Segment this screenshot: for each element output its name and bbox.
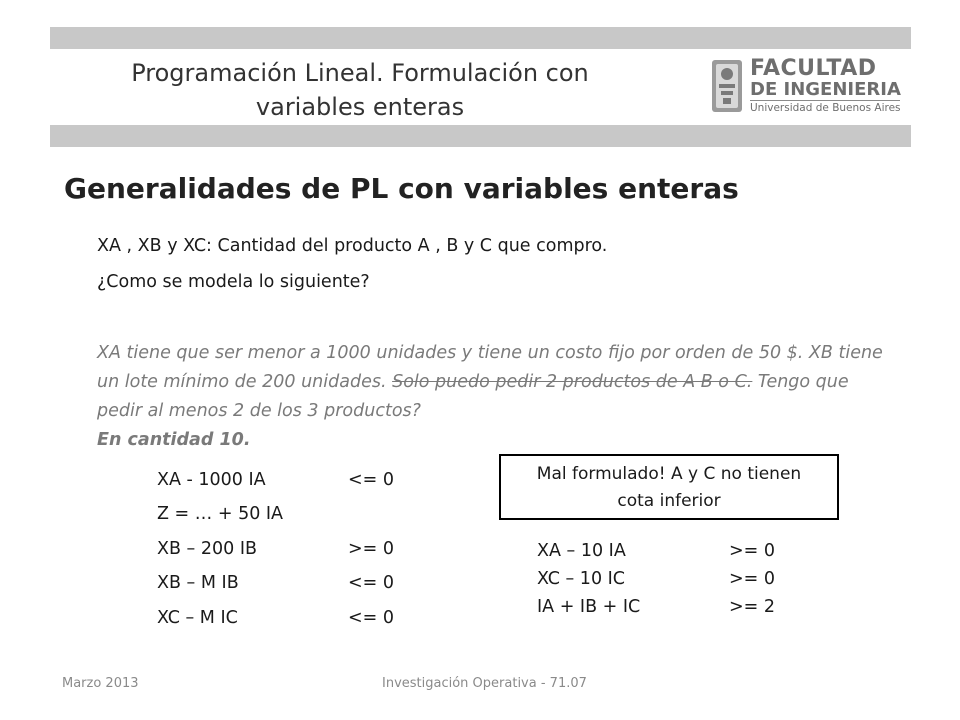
constraint-right-2-lhs: XC – 10 IC — [537, 569, 626, 589]
statement-text-2: Tengo que pedir al menos 2 de los 3 prod… — [97, 372, 849, 421]
constraint-left-1-lhs: XA - 1000 IA — [157, 470, 266, 490]
constraint-right-2-rhs: >= 0 — [729, 569, 776, 589]
statement-text-1: XA tiene que ser menor a 1000 unidades y… — [97, 343, 883, 392]
constraint-left-4-lhs: XB – M IB — [157, 573, 239, 593]
header-title-line1: Programación Lineal. Formulación con — [131, 59, 589, 87]
logo-text-ingenieria: DE INGENIERIA — [750, 79, 901, 100]
logo-divider — [750, 100, 900, 101]
slide-header-title: Programación Lineal. Formulación con var… — [90, 56, 630, 124]
constraint-left-2-lhs: Z = … + 50 IA — [157, 504, 284, 524]
constraint-left-3-rhs: >= 0 — [348, 539, 395, 559]
intro-line-question: ¿Como se modela lo siguiente? — [97, 272, 370, 292]
note-box: Mal formulado! A y C no tienen cota infe… — [499, 454, 839, 520]
constraint-left-5-rhs: <= 0 — [348, 608, 395, 628]
section-title: Generalidades de PL con variables entera… — [64, 172, 739, 205]
statement-struck-text: Solo puedo pedir 2 productos de A B o C. — [392, 372, 753, 392]
crest-icon — [712, 60, 742, 112]
note-line2: cota inferior — [617, 491, 721, 511]
constraint-right-3-lhs: IA + IB + IC — [537, 597, 641, 617]
intro-line-variables: XA , XB y XC: Cantidad del producto A , … — [97, 236, 608, 256]
footer-date: Marzo 2013 — [62, 676, 139, 691]
faculty-logo: FACULTAD DE INGENIERIA Universidad de Bu… — [710, 56, 910, 120]
note-line1: Mal formulado! A y C no tienen — [536, 464, 802, 484]
constraint-right-3-rhs: >= 2 — [729, 597, 776, 617]
logo-text-university: Universidad de Buenos Aires — [750, 102, 901, 114]
constraint-right-1-rhs: >= 0 — [729, 541, 776, 561]
logo-text-facultad: FACULTAD — [750, 56, 877, 81]
constraint-left-1-rhs: <= 0 — [348, 470, 395, 490]
statement-emphasis: En cantidad 10. — [97, 430, 251, 450]
header-title-line2: variables enteras — [255, 93, 465, 121]
header-band-top — [50, 27, 911, 49]
constraint-left-5-lhs: XC – M IC — [157, 608, 238, 628]
constraint-left-3-lhs: XB – 200 IB — [157, 539, 258, 559]
header-band-bottom — [50, 125, 911, 147]
problem-statement: XA tiene que ser menor a 1000 unidades y… — [97, 339, 897, 426]
footer-course: Investigación Operativa - 71.07 — [382, 676, 587, 691]
constraint-left-4-rhs: <= 0 — [348, 573, 395, 593]
constraint-right-1-lhs: XA – 10 IA — [537, 541, 626, 561]
